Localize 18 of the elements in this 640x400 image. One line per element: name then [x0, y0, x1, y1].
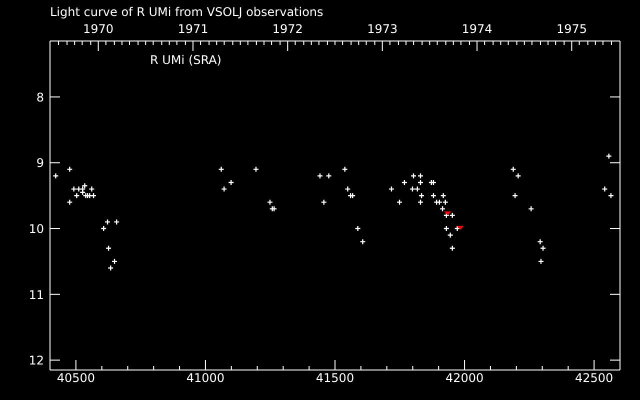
y-tick-label: 9	[36, 156, 44, 170]
x2-tick-label: 1974	[462, 22, 492, 36]
y-tick-label: 8	[36, 90, 44, 104]
x2-tick-label: 1970	[83, 22, 114, 36]
x-tick-label: 40500	[56, 371, 96, 385]
y-tick-label: 11	[28, 288, 44, 302]
y-tick-label: 12	[28, 354, 44, 368]
x-tick-label: 42500	[574, 371, 614, 385]
x2-tick-label: 1975	[556, 22, 587, 36]
x-tick-label: 42000	[445, 371, 484, 385]
annotation: R UMi (SRA)	[150, 52, 222, 68]
x2-tick-label: 1973	[367, 22, 398, 36]
x-tick-label: 41000	[186, 371, 225, 385]
x-tick-label: 41500	[316, 371, 354, 385]
x2-tick-label: 1971	[178, 22, 208, 36]
x2-tick-label: 1972	[272, 22, 303, 36]
chart-title: Light curve of R UMi from VSOLJ observations	[50, 4, 324, 20]
y-tick-label: 10	[28, 222, 44, 236]
